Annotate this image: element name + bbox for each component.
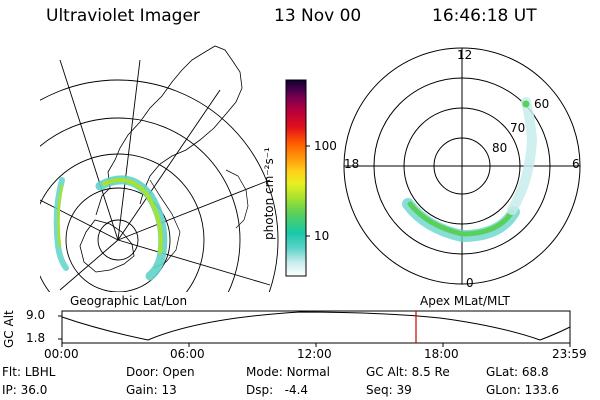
instrument-title: Ultraviolet Imager	[46, 6, 200, 26]
info-glat: GLat: 68.8	[486, 365, 549, 379]
info-glon: GLon: 133.6	[486, 383, 559, 397]
info-ip: IP: 36.0	[2, 383, 48, 397]
info-dsp: Dsp: -4.4	[246, 383, 309, 397]
info-door: Door: Open	[126, 365, 195, 379]
timeline-x-tick-0600: 06:00	[170, 347, 205, 361]
timeline-y-tick-1-8: 1.8	[26, 331, 46, 345]
lat-label-60: 60	[534, 97, 550, 111]
left-aurora	[53, 175, 168, 281]
mlt-label-12: 12	[457, 48, 473, 62]
info-gc-alt: GC Alt: 8.5 Re	[366, 365, 450, 379]
polar-plot	[343, 47, 581, 285]
lat-label-80: 80	[492, 141, 508, 155]
info-flt: Flt: LBHL	[2, 365, 56, 379]
geographic-map	[40, 45, 279, 292]
timeline-y-tick-9: 9.0	[26, 308, 46, 322]
timeline-x-tick-0000: 00:00	[44, 347, 79, 361]
info-gain: Gain: 13	[126, 383, 177, 397]
lat-label-70: 70	[510, 121, 526, 135]
colorbar	[285, 79, 307, 277]
time-label: 16:46:18 UT	[432, 6, 537, 26]
info-seq: Seq: 39	[366, 383, 412, 397]
mlt-label-6: 6	[572, 157, 580, 171]
timeline-x-tick-2359: 23:59	[552, 347, 587, 361]
timeline-y-label: GC Alt	[2, 310, 16, 348]
right-panel-label: Apex MLat/MLT	[420, 294, 510, 308]
mlt-label-18: 18	[344, 157, 360, 171]
left-panel-label: Geographic Lat/Lon	[70, 294, 188, 308]
altitude-timeline	[58, 310, 571, 347]
colorbar-tick-10: 10	[314, 229, 330, 243]
date-label: 13 Nov 00	[274, 6, 362, 26]
colorbar-unit-label: photon cm⁻²s⁻¹	[262, 147, 276, 240]
timeline-x-tick-1200: 12:00	[297, 347, 332, 361]
mlt-label-0: 0	[466, 276, 474, 290]
polar-aurora	[402, 97, 538, 243]
info-mode: Mode: Normal	[246, 365, 330, 379]
colorbar-tick-100: 100	[314, 139, 337, 153]
timeline-x-tick-1800: 18:00	[424, 347, 459, 361]
